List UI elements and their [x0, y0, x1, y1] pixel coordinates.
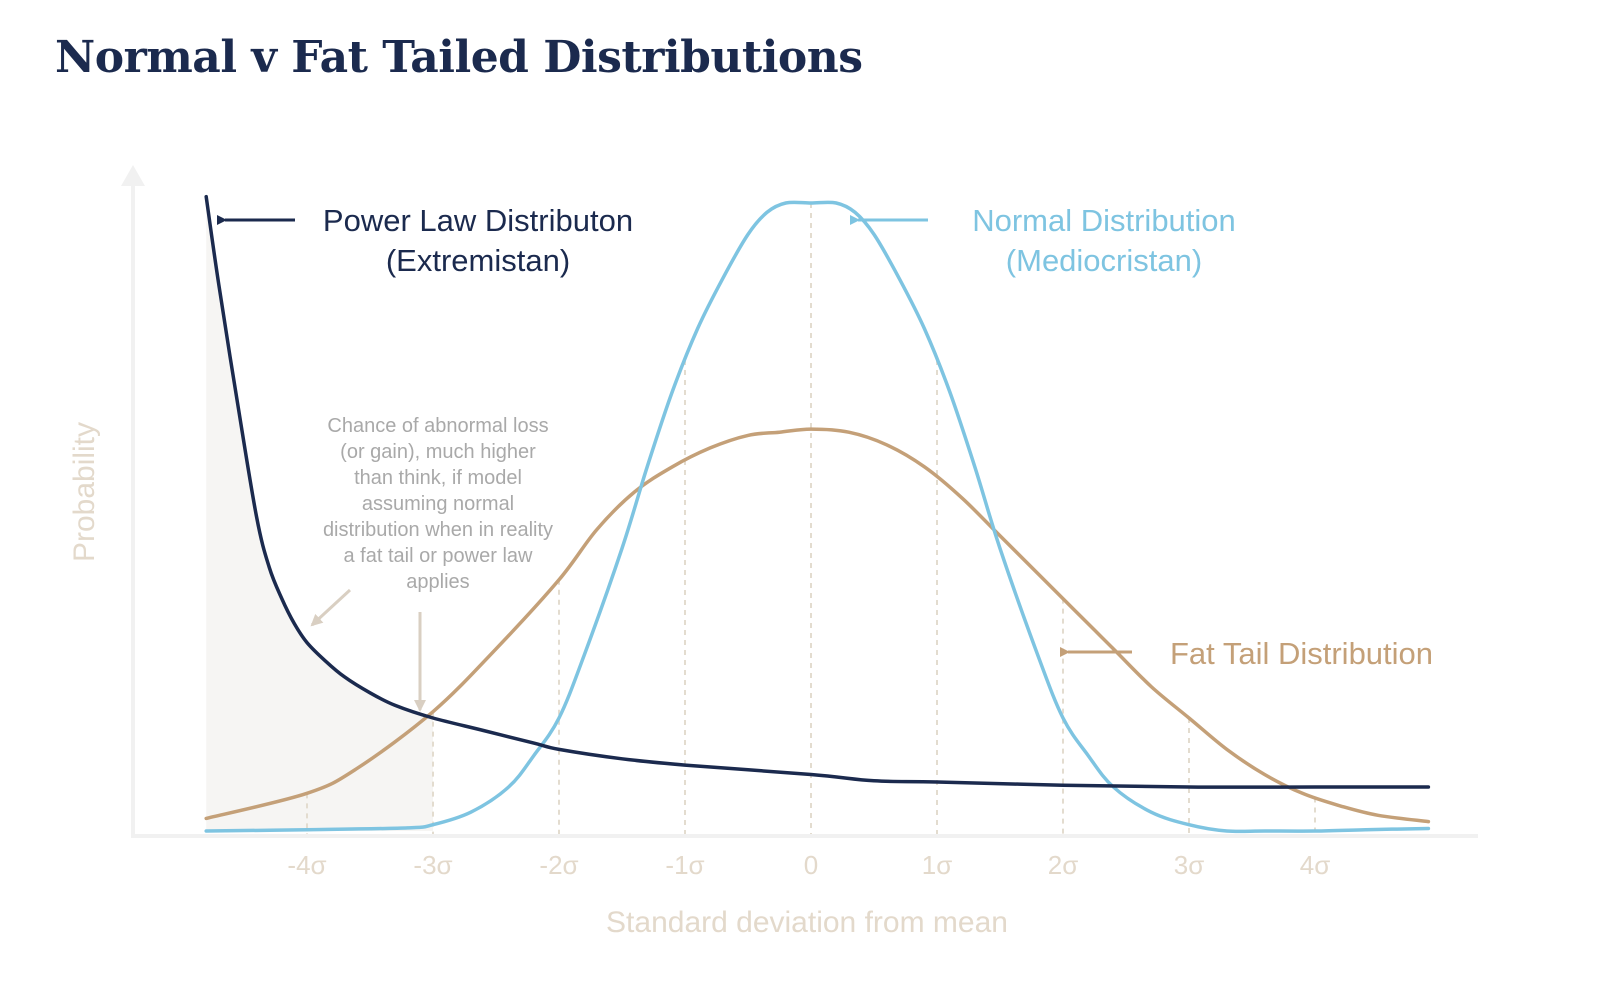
annotation-line-6: a fat tail or power law [344, 545, 534, 567]
x-tick-label: 3σ [1174, 850, 1205, 880]
power-law-label-line2: (Extremistan) [386, 243, 570, 278]
x-tick-labels: -4σ -3σ -2σ -1σ 0 1σ 2σ 3σ 4σ [287, 850, 1330, 880]
fat-tail-label: Fat Tail Distribution [1170, 636, 1433, 671]
normal-label-line2: (Mediocristan) [1006, 243, 1202, 278]
tail-shade-area [206, 196, 433, 831]
chart-title: Normal v Fat Tailed Distributions [55, 32, 863, 83]
annotation: Chance of abnormal loss (or gain), much … [310, 415, 553, 712]
annotation-line-3: than think, if model [354, 467, 522, 489]
x-tick-label: 0 [804, 850, 818, 880]
y-axis-label: Probability [68, 422, 101, 562]
annotation-line-7: applies [406, 571, 469, 593]
x-tick-label: -2σ [539, 850, 578, 880]
normal-label-line1: Normal Distribution [972, 203, 1236, 238]
reference-lines [306, 203, 1316, 834]
normal-distribution-line [204, 200, 1431, 834]
power-law-line [204, 194, 1431, 789]
power-law-label-line1: Power Law Distributon [323, 203, 633, 238]
x-tick-label: -4σ [287, 850, 326, 880]
annotation-arrow-diagonal [310, 588, 352, 627]
x-tick-label: -1σ [665, 850, 704, 880]
x-tick-label: -3σ [413, 850, 452, 880]
fat-tail-line [204, 427, 1431, 824]
x-tick-label: 4σ [1300, 850, 1331, 880]
x-tick-label: 2σ [1048, 850, 1079, 880]
annotation-line-1: Chance of abnormal loss [327, 415, 548, 437]
y-axis-arrow-icon [121, 165, 145, 186]
annotation-line-5: distribution when in reality [323, 519, 553, 541]
annotation-line-2: (or gain), much higher [340, 441, 536, 463]
x-tick-label: 1σ [922, 850, 953, 880]
annotation-line-4: assuming normal [362, 493, 514, 515]
x-axis-label: Standard deviation from mean [606, 906, 1008, 939]
